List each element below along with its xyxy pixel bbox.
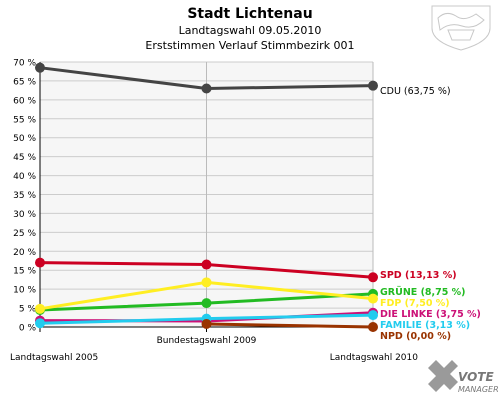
- data-point: [368, 310, 378, 321]
- chart-title: Stadt Lichtenau: [187, 6, 312, 22]
- y-tick-label: 70 %: [13, 59, 36, 69]
- data-point: [201, 277, 212, 288]
- data-point: [35, 62, 45, 73]
- logo-text-manager: MANAGER: [458, 385, 499, 394]
- x-tick-label: Bundestagswahl 2009: [157, 336, 257, 346]
- y-tick-label: 65 %: [13, 77, 36, 87]
- y-tick-label: 50 %: [13, 134, 36, 144]
- data-point: [201, 298, 212, 309]
- x-tick-label: Landtagswahl 2010: [330, 353, 419, 363]
- data-point: [368, 272, 378, 283]
- series-label: FAMILIE (3,13 %): [380, 320, 470, 331]
- data-point: [201, 83, 212, 94]
- coat-of-arms-icon: [431, 5, 491, 51]
- series-label: SPD (13,13 %): [380, 270, 457, 281]
- series-cdu: [35, 62, 378, 94]
- data-point: [368, 293, 378, 304]
- series-label: NPD (0,00 %): [380, 331, 451, 342]
- y-tick-label: 40 %: [13, 172, 36, 182]
- data-point: [35, 303, 45, 314]
- y-tick-label: 55 %: [13, 115, 36, 125]
- chart-subtitle-description: Erststimmen Verlauf Stimmbezirk 001: [145, 39, 354, 52]
- y-tick-label: 25 %: [13, 229, 36, 239]
- series-fdp: [35, 277, 378, 314]
- series-label: DIE LINKE (3,75 %): [380, 309, 481, 320]
- data-point: [35, 318, 45, 329]
- series-group: [35, 62, 378, 332]
- chart-subtitle-election: Landtagswahl 09.05.2010: [179, 24, 322, 37]
- logo-text-vote: VOTE: [458, 370, 494, 384]
- x-tick-label: Landtagswahl 2005: [10, 353, 98, 363]
- y-tick-label: 5 %: [19, 305, 37, 315]
- y-tick-label: 60 %: [13, 96, 36, 106]
- series-label: GRÜNE (8,75 %): [380, 287, 466, 298]
- series-spd: [35, 257, 378, 283]
- y-tick-label: 15 %: [13, 267, 36, 277]
- x-axis-categories: Landtagswahl 2005 Bundestagswahl 2009 Land…: [10, 327, 418, 363]
- data-point: [368, 80, 378, 91]
- y-tick-label: 10 %: [13, 286, 36, 296]
- y-tick-label: 45 %: [13, 153, 36, 163]
- y-tick-label: 20 %: [13, 248, 36, 258]
- series-line: [206, 322, 374, 329]
- y-tick-label: 35 %: [13, 191, 36, 201]
- data-point: [35, 257, 45, 268]
- data-point: [368, 322, 378, 332]
- series-label: FDP (7,50 %): [380, 298, 450, 309]
- check-x-icon: [428, 360, 458, 392]
- series-label: CDU (63,75 %): [380, 86, 451, 97]
- y-axis-ticks: 0 % 5 % 10 % 15 % 20 % 25 % 30 % 35 % 40 % 45 % 50…: [13, 59, 36, 334]
- series-npd: [201, 318, 378, 332]
- votemanager-logo: VOTE MANAGER: [428, 360, 499, 394]
- y-tick-label: 0 %: [19, 324, 37, 334]
- series-familie: [35, 310, 378, 329]
- y-tick-label: 30 %: [13, 210, 36, 220]
- data-point: [201, 318, 212, 329]
- data-point: [201, 259, 212, 270]
- series-end-labels: CDU (63,75 %) SPD (13,13 %) GRÜNE (8,75 %)…: [380, 86, 481, 342]
